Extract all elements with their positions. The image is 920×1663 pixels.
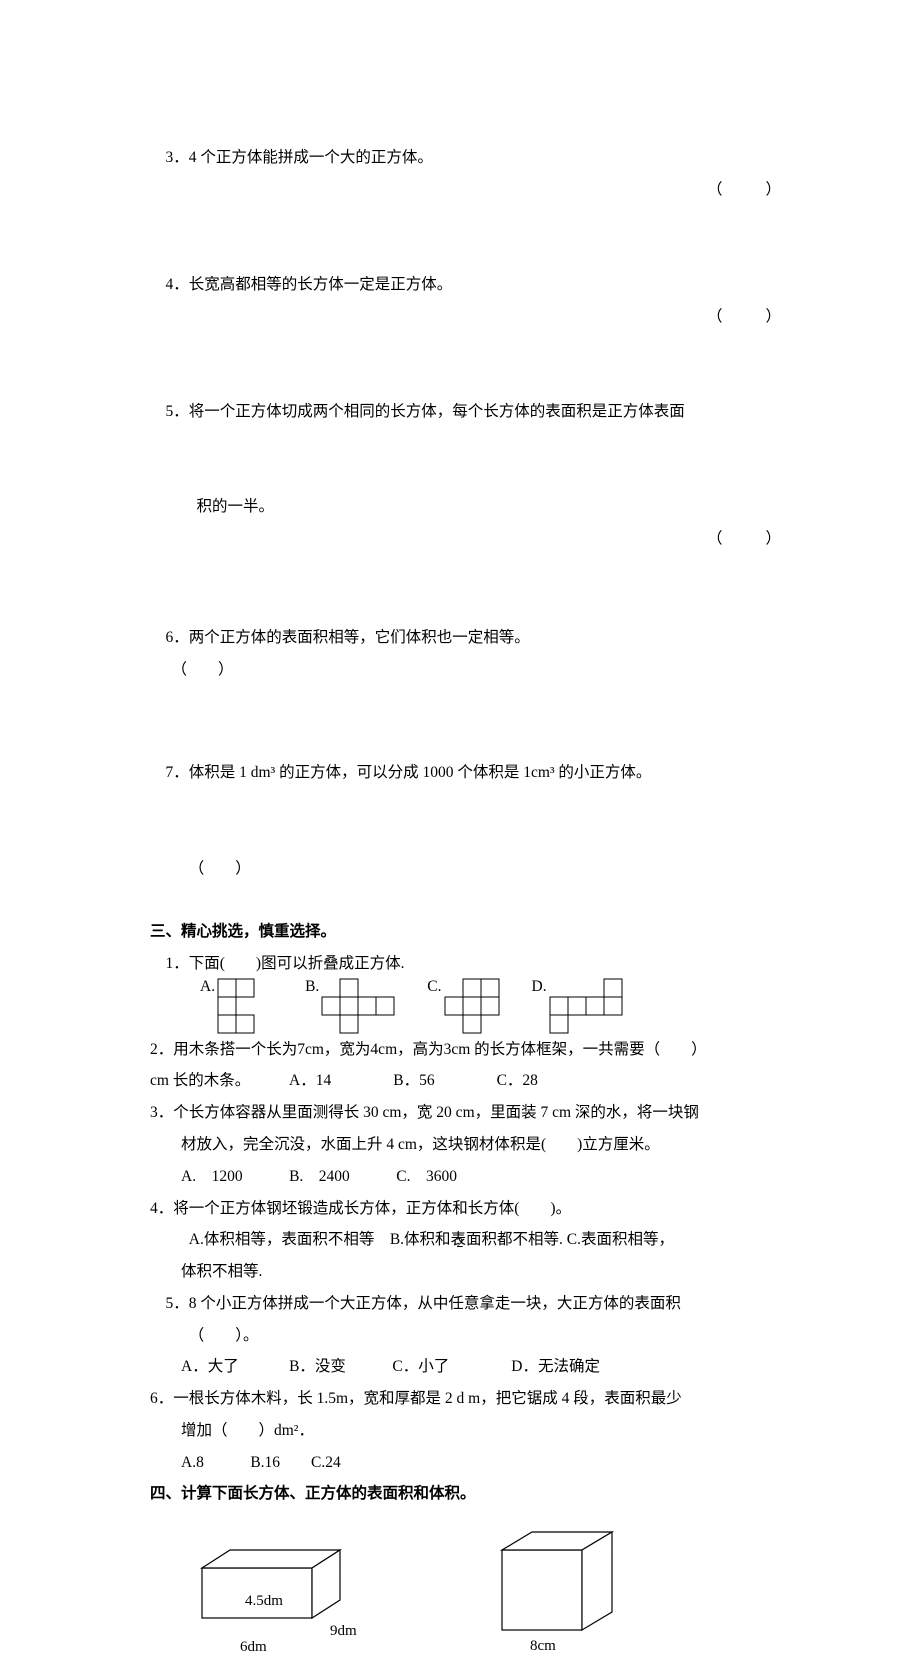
s2-q7-text: 7．体积是 1 dm³ 的正方体，可以分成 1000 个体积是 1cm³ 的小正… (166, 764, 652, 781)
s3-q6-l2: 增加（ ）dm²． (150, 1415, 785, 1447)
s2-q3: 3．4 个正方体能拼成一个大的正方体。 （ ） (150, 110, 785, 237)
s3-q2-l1: 2．用木条搭一个长为7cm，宽为4cm，高为3cm 的长方体框架，一共需要（ ） (150, 1034, 785, 1066)
option-c-label: C. (427, 978, 441, 996)
s3-q3-l1: 3．个长方体容器从里面测得长 30 cm，宽 20 cm，里面装 7 cm 深的… (150, 1097, 785, 1129)
s2-q5-l2: 积的一半。 （ ） (150, 459, 785, 586)
s3-q5-l3: A．大了 B．没变 C．小了 D．无法确定 (150, 1351, 785, 1383)
s3-q6-l3: A.8 B.16 C.24 (150, 1447, 785, 1479)
s2-q6-text: 6．两个正方体的表面积相等，它们体积也一定相等。 (166, 629, 530, 646)
section4-title: 四、计算下面长方体、正方体的表面积和体积。 (150, 1478, 785, 1510)
cuboid-figure: 4.5dm 9dm 6dm (190, 1543, 380, 1663)
s3-q4-l1: 4．将一个正方体钢坯锻造成长方体，正方体和长方体( )。 (150, 1193, 785, 1225)
figures-row: 4.5dm 9dm 6dm 8cm (190, 1528, 785, 1663)
s2-q3-text: 3．4 个正方体能拼成一个大的正方体。 (166, 149, 433, 166)
net-option-c[interactable]: C. (427, 978, 501, 1036)
svg-text:9dm: 9dm (330, 1623, 357, 1639)
s2-q5-paren[interactable]: （ ） (707, 523, 785, 555)
net-option-a[interactable]: A. (200, 978, 275, 1036)
nets-row: A. B. C. D. (200, 978, 785, 1036)
s3-q1-stem: 1．下面( )图可以折叠成正方体. (150, 948, 785, 980)
net-option-b[interactable]: B. (305, 978, 397, 1036)
s2-q3-paren[interactable]: （ ） (707, 174, 785, 206)
s3-q3-l3: A. 1200 B. 2400 C. 3600 (150, 1161, 785, 1193)
section3-title: 三、精心挑选，慎重选择。 (150, 916, 785, 948)
net-option-d[interactable]: D. (532, 978, 625, 1036)
s2-q6-paren[interactable]: （ ） (172, 661, 234, 678)
cube-net-b-icon (321, 978, 397, 1036)
cube-figure: 8cm (490, 1528, 630, 1663)
s2-q7-paren-line: （ ） (150, 821, 785, 916)
option-b-label: B. (305, 978, 319, 996)
s2-q7-paren[interactable]: （ ） (189, 860, 251, 877)
s2-q5-l1-text: 5．将一个正方体切成两个相同的长方体，每个长方体的表面积是正方体表面 (166, 403, 685, 420)
cube-net-c-icon (444, 978, 502, 1036)
s3-q2-l2: cm 长的木条。 A．14 B．56 C．28 (150, 1065, 785, 1097)
s2-q4-text: 4．长宽高都相等的长方体一定是正方体。 (166, 276, 453, 293)
s3-q3-l2: 材放入，完全沉没，水面上升 4 cm，这块钢材体积是( )立方厘米。 (150, 1129, 785, 1161)
s2-q4: 4．长宽高都相等的长方体一定是正方体。 （ ） (150, 237, 785, 364)
s3-q6-l1: 6．一根长方体木料，长 1.5m，宽和厚都是 2 d m，把它锯成 4 段，表面… (150, 1383, 785, 1415)
s2-q5-l2-text: 积的一半。 (197, 498, 275, 515)
cube-net-a-icon (217, 978, 275, 1036)
svg-text:8cm: 8cm (530, 1638, 556, 1654)
option-a-label: A. (200, 978, 215, 996)
svg-text:4.5dm: 4.5dm (245, 1593, 283, 1609)
s2-q6: 6．两个正方体的表面积相等，它们体积也一定相等。 （ ） (150, 590, 785, 717)
s2-q7-l1: 7．体积是 1 dm³ 的正方体，可以分成 1000 个体积是 1cm³ 的小正… (150, 726, 785, 821)
svg-text:6dm: 6dm (240, 1639, 267, 1655)
s3-q5-l1: 5．8 个小正方体拼成一个大正方体，从中任意拿走一块，大正方体的表面积 (150, 1288, 785, 1320)
s2-q4-paren[interactable]: （ ） (707, 301, 785, 333)
option-d-label: D. (532, 978, 547, 996)
cube-net-d-icon (549, 978, 625, 1036)
s3-q5-l2: （ ）。 (150, 1320, 785, 1352)
page-number: 2 (0, 1236, 920, 1252)
s2-q5-l1: 5．将一个正方体切成两个相同的长方体，每个长方体的表面积是正方体表面 (150, 364, 785, 459)
s3-q4-l3: 体积不相等. (150, 1256, 785, 1288)
